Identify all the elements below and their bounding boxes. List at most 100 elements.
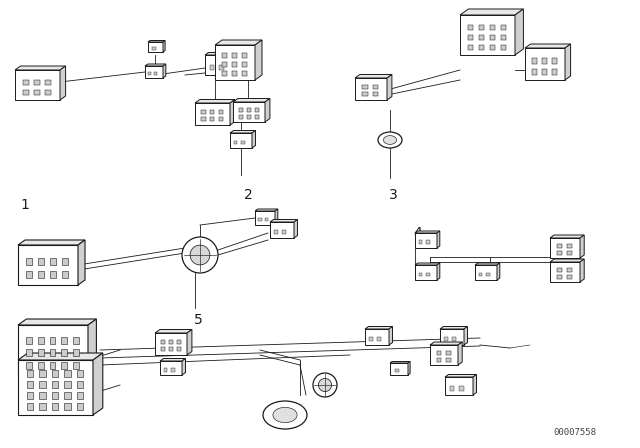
Bar <box>219 117 223 121</box>
Bar <box>468 34 473 40</box>
Bar <box>39 381 45 388</box>
Bar <box>61 362 67 369</box>
Bar <box>73 362 79 369</box>
Bar <box>222 53 227 58</box>
Bar <box>205 55 233 75</box>
Bar <box>73 349 79 356</box>
Bar <box>152 47 156 49</box>
Text: 3: 3 <box>388 188 397 202</box>
Polygon shape <box>580 235 584 258</box>
Bar <box>34 79 40 85</box>
Bar <box>440 329 464 345</box>
Polygon shape <box>550 259 584 262</box>
Circle shape <box>182 237 218 273</box>
Bar <box>51 271 56 278</box>
Bar <box>61 349 67 356</box>
Polygon shape <box>515 9 524 55</box>
Polygon shape <box>93 353 103 415</box>
Polygon shape <box>580 259 584 282</box>
Polygon shape <box>265 99 270 122</box>
Polygon shape <box>440 327 467 329</box>
Polygon shape <box>497 263 500 280</box>
Bar <box>201 110 205 114</box>
Bar <box>239 108 243 112</box>
Bar <box>18 360 93 415</box>
Polygon shape <box>415 263 440 265</box>
Bar <box>64 381 70 388</box>
Polygon shape <box>78 240 85 285</box>
Bar <box>38 362 44 369</box>
Bar <box>38 337 44 344</box>
Bar <box>26 337 32 344</box>
Bar <box>18 325 88 375</box>
Bar <box>64 404 70 409</box>
Bar <box>255 115 259 119</box>
Bar <box>52 381 58 388</box>
Bar <box>490 44 495 50</box>
Polygon shape <box>355 74 392 78</box>
Polygon shape <box>233 99 270 102</box>
Bar <box>355 78 387 100</box>
Bar <box>171 368 175 371</box>
Polygon shape <box>187 329 192 355</box>
Bar <box>73 337 79 344</box>
Bar <box>61 337 67 344</box>
Bar <box>39 392 45 399</box>
Bar <box>500 34 506 40</box>
Bar <box>246 115 251 119</box>
Bar <box>52 392 58 399</box>
Bar <box>542 58 547 64</box>
Bar <box>265 218 268 221</box>
Bar <box>49 337 55 344</box>
Polygon shape <box>475 263 500 265</box>
Bar <box>210 110 214 114</box>
Bar <box>436 351 441 355</box>
Polygon shape <box>550 235 584 238</box>
Polygon shape <box>460 9 524 15</box>
Bar <box>39 404 45 409</box>
Bar <box>475 265 497 280</box>
Bar <box>222 62 227 67</box>
Bar <box>415 265 437 280</box>
Bar <box>525 48 565 80</box>
Bar <box>362 92 368 96</box>
Bar <box>552 69 557 75</box>
Bar <box>52 370 58 376</box>
Polygon shape <box>473 375 477 395</box>
Text: 1: 1 <box>20 198 29 212</box>
Bar <box>51 258 56 265</box>
Polygon shape <box>205 52 237 55</box>
Bar <box>168 340 173 344</box>
Polygon shape <box>389 327 392 345</box>
Bar <box>419 241 422 244</box>
Bar <box>282 230 286 234</box>
Bar <box>373 85 378 89</box>
Bar <box>34 90 40 95</box>
Bar <box>450 386 454 391</box>
Text: 4: 4 <box>413 226 422 240</box>
Polygon shape <box>390 362 410 363</box>
Bar <box>27 370 33 376</box>
Polygon shape <box>148 40 165 42</box>
Bar <box>373 92 378 96</box>
Bar <box>63 258 68 265</box>
Polygon shape <box>230 99 235 125</box>
Bar <box>26 362 32 369</box>
Bar <box>436 358 441 362</box>
Bar <box>232 53 237 58</box>
Bar <box>38 349 44 356</box>
Bar <box>26 349 32 356</box>
Bar <box>222 71 227 76</box>
Bar <box>567 268 572 272</box>
Polygon shape <box>255 209 278 211</box>
Bar <box>490 34 495 40</box>
Bar <box>542 69 547 75</box>
Bar <box>45 79 51 85</box>
Bar <box>500 44 506 50</box>
Polygon shape <box>163 40 165 52</box>
Bar <box>557 268 562 272</box>
Bar <box>23 90 29 95</box>
Polygon shape <box>215 40 262 45</box>
Bar <box>210 117 214 121</box>
Bar <box>148 42 163 52</box>
